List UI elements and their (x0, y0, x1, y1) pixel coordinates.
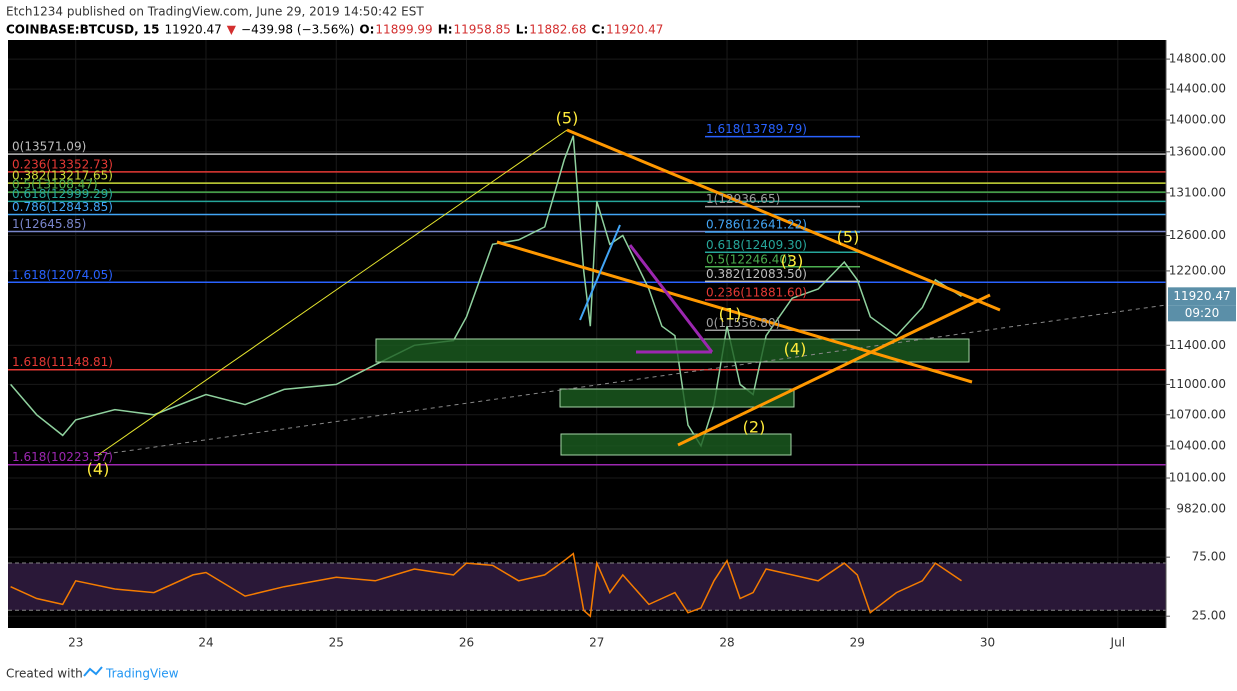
header-item: 11882.68 (529, 23, 586, 37)
overlay: 23 24 25 26 27 28 29 30 Jul 14800.00 14400.00 14000… (12, 40, 1236, 650)
x-tick-label: 27 (589, 636, 604, 650)
fib-label: 0.382(13217.65) (12, 169, 113, 183)
header-item: H: (438, 23, 453, 37)
y-tick-label: 10100.00 (1169, 471, 1226, 485)
header-item: 11920.47 (165, 23, 222, 37)
wave-label: (1) (719, 305, 742, 324)
y-tick-label: 12200.00 (1169, 263, 1226, 277)
header-item: ▼ (227, 23, 237, 37)
y-tick-label: 75.00 (1192, 550, 1226, 564)
rsi-band (8, 563, 1166, 611)
series-line (10, 135, 962, 448)
price-tag-label: 11920.47 (1173, 289, 1230, 303)
brand-logo (83, 666, 103, 677)
y-tick-label: 11000.00 (1169, 377, 1226, 391)
trend-line (566, 128, 1001, 312)
countdown: 09:20 (1185, 306, 1220, 320)
x-tick-label: 25 (329, 636, 344, 650)
zone-box (560, 433, 792, 456)
blue-line (579, 224, 621, 321)
fib-label: 0.236(11881.60) (706, 285, 807, 299)
layers (8, 40, 1166, 628)
fib-label: 1.618(10223.57) (12, 450, 113, 464)
footer-created: Created with (6, 667, 83, 681)
header-item: O: (359, 23, 374, 37)
trend-thin (97, 129, 568, 456)
header-item: 11920.47 (606, 23, 663, 37)
header-item: L: (516, 23, 528, 37)
countdown-bg (1168, 305, 1236, 322)
y-tick-label: 11400.00 (1169, 338, 1226, 352)
plot-bg (8, 40, 1166, 628)
y-tick-label: 14400.00 (1169, 82, 1226, 96)
trend-line (677, 293, 991, 447)
fib-label: 0.5(13108.47) (12, 178, 98, 192)
y-tick-label: 13600.00 (1169, 144, 1226, 158)
fib-label: 1(12645.85) (12, 217, 86, 231)
header-line2: COINBASE:BTCUSD, 15 11920.47 ▼ −439.98 (−3.… (6, 23, 663, 37)
y-tick-label: 14800.00 (1169, 52, 1226, 66)
fib-label: 1.618(11148.81) (12, 355, 113, 369)
wave-label: (3) (781, 252, 804, 271)
x-tick-label: Jul (1110, 636, 1125, 650)
drawings (97, 128, 1167, 456)
price-tag (1168, 287, 1236, 306)
wave-label: (2) (743, 418, 766, 437)
header-item: 11899.99 (375, 23, 432, 37)
y-tick-label: 25.00 (1192, 609, 1226, 623)
wave-label: (4) (87, 460, 110, 479)
footer-brand: TradingView (105, 667, 179, 681)
fib-label: 1.618(13789.79) (706, 122, 807, 136)
x-tick-label: 30 (980, 636, 995, 650)
header-item: −439.98 (−3.56%) (241, 23, 354, 37)
header-item: C: (592, 23, 606, 37)
fib-label: 1.618(12074.05) (12, 268, 113, 282)
fib-label: 0.618(12409.30) (706, 238, 807, 252)
y-tick-label: 13100.00 (1169, 185, 1226, 199)
fib-label: 0.236(13352.73) (12, 157, 113, 171)
y-tick-label: 12600.00 (1169, 228, 1226, 242)
wave-label: (4) (784, 340, 807, 359)
y-tick-label: 10400.00 (1169, 438, 1226, 452)
x-tick-label: 26 (459, 636, 474, 650)
series-line (10, 552, 962, 618)
wave-label: (5) (837, 228, 860, 247)
x-tick-label: 24 (198, 636, 213, 650)
trend-dashed (97, 304, 1167, 456)
fib-label: 0(11556.80) (706, 316, 780, 330)
header-item: COINBASE:BTCUSD, 15 (6, 23, 160, 37)
fib-label: 0.5(12246.40) (706, 252, 792, 266)
fib-label: 0.786(12843.85) (12, 200, 113, 214)
fib-label: 0.786(12641.22) (706, 217, 807, 231)
fib-label: 0.382(12083.50) (706, 267, 807, 281)
fib-label: 1(12936.65) (706, 192, 780, 206)
y-tick-label: 14000.00 (1169, 113, 1226, 127)
x-tick-label: 28 (719, 636, 734, 650)
y-tick-label: 9820.00 (1176, 501, 1226, 515)
purple-line (628, 244, 714, 353)
fib-label: 0(13571.09) (12, 140, 86, 154)
header-item: 11958.85 (454, 23, 511, 37)
zone-box (559, 388, 795, 408)
y-tick-label: 10700.00 (1169, 407, 1226, 421)
trend-line (496, 240, 973, 384)
x-tick-label: 29 (850, 636, 865, 650)
header-line1: Etch1234 published on TradingView.com, J… (6, 5, 424, 19)
x-tick-label: 23 (68, 636, 83, 650)
fib-label: 0.618(12999.29) (12, 187, 113, 201)
wave-label: (5) (556, 109, 579, 128)
